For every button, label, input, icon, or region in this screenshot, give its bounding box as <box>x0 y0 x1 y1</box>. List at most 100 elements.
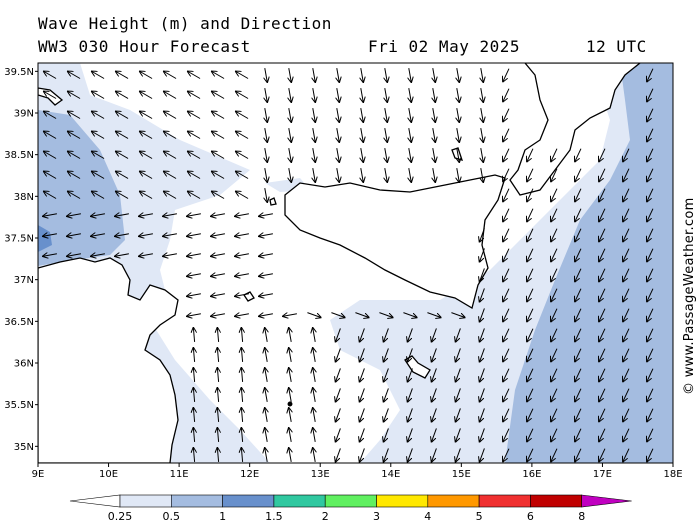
legend-label: 8 <box>578 510 585 523</box>
wave-arrow <box>289 408 291 422</box>
wave-arrow <box>265 88 267 102</box>
wave-arrow <box>623 328 630 342</box>
wave-arrow <box>139 214 153 216</box>
wave-arrow <box>527 168 534 182</box>
lat-tick-label: 37.5N <box>4 234 34 245</box>
wave-arrow <box>456 328 461 341</box>
wave-direction-arrows <box>43 68 654 463</box>
wave-arrow <box>527 448 534 462</box>
wave-arrow <box>265 108 267 122</box>
wave-arrow <box>67 214 81 216</box>
wave-arrow <box>236 152 249 159</box>
wave-arrow <box>193 448 194 463</box>
wave-arrow <box>575 408 582 422</box>
legend-color-swatch <box>478 494 531 508</box>
wave-arrow <box>115 254 129 256</box>
wave-arrow <box>236 112 249 119</box>
wave-arrow <box>599 308 606 322</box>
wave-arrow <box>289 168 291 182</box>
wave-arrow <box>551 308 558 322</box>
wave-arrow <box>503 328 510 342</box>
wave-arrow <box>92 92 105 99</box>
wave-arrow <box>503 448 510 462</box>
legend-label: 0.25 <box>108 510 133 523</box>
wave-arrow <box>623 168 630 182</box>
lat-tick-label: 35N <box>14 442 34 453</box>
wave-arrow <box>361 88 363 102</box>
wave-arrow <box>527 388 534 402</box>
land-lampedusa <box>287 401 293 407</box>
wave-arrow <box>236 172 249 179</box>
wave-arrow <box>313 448 315 462</box>
legend-color-swatch <box>273 494 326 508</box>
wave-arrow <box>503 368 510 382</box>
lat-tick-label: 36N <box>14 359 34 370</box>
wave-arrow <box>212 152 225 159</box>
wave-arrow <box>408 368 413 381</box>
wave-arrow <box>481 128 483 142</box>
wave-arrow <box>599 368 606 382</box>
wave-arrow <box>599 288 606 302</box>
wave-arrow <box>503 308 510 322</box>
wave-arrow <box>265 448 267 462</box>
wave-arrow <box>163 234 177 236</box>
wave-arrow <box>313 368 315 382</box>
wave-arrow <box>217 328 218 343</box>
wave-arrow <box>432 448 437 461</box>
wave-map: 9E 10E 11E 12E 13E 14E 15E 16E 17E 18E 39.5N 39N 38… <box>4 62 683 480</box>
wave-arrow <box>217 428 218 443</box>
wave-arrow <box>432 348 437 361</box>
wave-arrow <box>623 208 630 222</box>
wave-arrow <box>527 328 534 342</box>
wave-arrow <box>163 214 177 216</box>
wave-arrow <box>289 128 291 142</box>
lon-tick-label: 13E <box>311 469 330 480</box>
wave-arrow <box>527 348 534 362</box>
wave-arrow <box>336 368 341 381</box>
wave-arrow <box>575 168 582 182</box>
wave-arrow <box>259 274 273 276</box>
wave-arrow <box>211 294 225 296</box>
wave-arrow <box>188 132 201 139</box>
wave-arrow <box>235 294 249 296</box>
wave-arrow <box>313 108 315 122</box>
wave-arrow <box>265 408 267 422</box>
wave-arrow <box>647 248 654 262</box>
wave-arrow <box>211 214 225 216</box>
wave-arrow <box>384 368 389 381</box>
wave-arrow <box>337 128 339 142</box>
wave-arrow <box>91 254 105 256</box>
wave-arrow <box>623 148 630 162</box>
wave-arrow <box>647 288 654 302</box>
wave-arrow <box>503 68 510 82</box>
wave-arrow <box>385 88 387 102</box>
wave-arrow <box>623 408 630 422</box>
legend-color-swatch <box>530 494 583 508</box>
legend-label: 1.5 <box>265 510 283 523</box>
wave-arrow <box>188 72 201 79</box>
lat-tick-label: 36.5N <box>4 317 34 328</box>
wave-arrow <box>360 328 365 341</box>
wave-arrow <box>313 148 315 162</box>
wave-arrow <box>647 208 654 222</box>
wave-arrow <box>68 172 81 179</box>
wave-arrow <box>43 254 57 256</box>
wave-arrow <box>188 112 201 119</box>
wave-arrow <box>623 348 630 362</box>
wave-arrow <box>43 214 57 216</box>
wave-arrow <box>551 288 558 302</box>
wave-arrow <box>456 348 461 361</box>
wave-arrow <box>647 68 654 82</box>
lon-tick-label: 15E <box>452 469 471 480</box>
wave-arrow <box>575 448 582 462</box>
wave-arrow <box>403 312 416 318</box>
wave-arrow <box>265 68 267 82</box>
wave-arrow <box>575 288 582 302</box>
legend-label: 5 <box>476 510 483 523</box>
wave-arrow <box>599 148 606 162</box>
wave-arrow <box>551 348 558 362</box>
wave-arrow <box>139 254 153 256</box>
wave-arrow <box>235 234 249 236</box>
wave-arrow <box>647 108 654 122</box>
wave-arrow <box>551 388 558 402</box>
